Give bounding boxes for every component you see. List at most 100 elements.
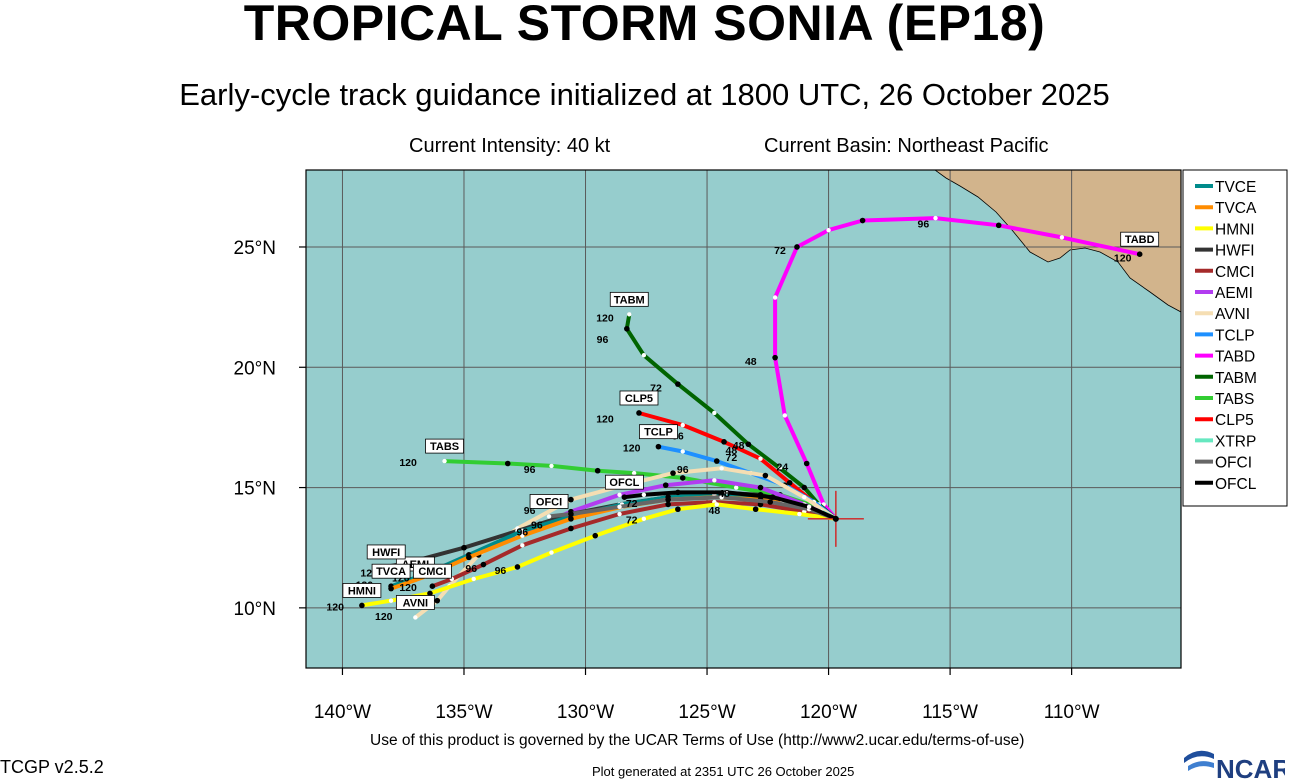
forecast-hour-label: 120 [596, 414, 614, 426]
track-point [767, 499, 774, 505]
track-labels-hmni: 48 72 96 120 HMNI [326, 505, 720, 613]
forecast-hour-label: 120 [399, 582, 417, 594]
track-point [1059, 235, 1065, 240]
track-point [1136, 251, 1143, 258]
track-line [624, 312, 838, 521]
track-end-tag-box [366, 544, 406, 560]
track-line [547, 495, 838, 521]
track-end-tag: AVNI [403, 597, 428, 609]
plot-generated-label: Plot generated at 2351 UTC 26 October 20… [592, 764, 855, 779]
track-point [434, 597, 441, 604]
legend-label: TABD [1215, 349, 1255, 366]
track-point [769, 494, 776, 500]
track-end-tag: OFCL [609, 477, 639, 489]
forecast-hour-label: 24 [777, 462, 789, 474]
legend-label: HMNI [1215, 221, 1255, 238]
forecast-hour-label: 96 [677, 464, 689, 476]
legend-item-cmci: CMCI [1195, 264, 1255, 281]
forecast-hour-label: 72 [726, 452, 738, 464]
forecast-hour-label: 48 [708, 505, 720, 517]
track-point [675, 506, 681, 513]
legend-label: CLP5 [1215, 412, 1254, 429]
track-end-tag-box [371, 563, 411, 579]
track-point [568, 511, 574, 517]
track-point [679, 475, 686, 481]
track-point [786, 479, 793, 486]
legend-item-xtrp: XTRP [1195, 433, 1256, 450]
lon-tick-label: 115°W [922, 702, 978, 723]
forecast-hour-label: 120 [596, 313, 614, 325]
legend-item-tvca: TVCA [1195, 200, 1257, 217]
legend-label: OFCI [1215, 455, 1252, 472]
forecast-hour-label: 48 [745, 356, 757, 368]
track-point [721, 439, 727, 445]
legend-label: HWFI [1215, 243, 1255, 260]
track-end-tag: TCLP [644, 427, 673, 439]
forecast-hour-label: 96 [524, 505, 536, 517]
track-point [713, 458, 720, 464]
track-point [631, 470, 637, 476]
track-end-tag: TVCA [376, 566, 406, 578]
track-tabm [624, 312, 838, 521]
forecast-hour-label: 120 [375, 611, 393, 623]
legend-item-tclp: TCLP [1195, 327, 1255, 344]
forecast-hour-label: 96 [516, 527, 528, 539]
legend-label: TVCE [1215, 179, 1256, 196]
track-point [624, 325, 630, 332]
track-point [680, 449, 685, 454]
lat-tick-label: 20°N [234, 358, 276, 379]
track-point [549, 463, 554, 469]
track-end-tag-box [342, 583, 382, 598]
track-point [797, 511, 802, 517]
track-tabd [772, 215, 1143, 521]
track-point [777, 466, 783, 471]
legend-label: TABS [1215, 391, 1254, 408]
legend-label: TABM [1215, 370, 1257, 387]
track-point [568, 525, 574, 532]
map-subtitle: Early-cycle track guidance initialized a… [179, 77, 1110, 112]
forecast-hour-label: 120 [326, 601, 344, 613]
track-point [627, 312, 632, 317]
forecast-hour-label: 120 [1114, 252, 1132, 264]
track-point [636, 410, 642, 416]
track-point [665, 501, 671, 508]
track-point [617, 511, 622, 517]
ncar-logo-text: NCAR [1216, 754, 1285, 780]
track-point [461, 544, 467, 551]
legend-item-tvce: TVCE [1195, 179, 1256, 196]
legend-item-tabd: TABD [1195, 349, 1255, 366]
track-end-tag: TABS [430, 441, 459, 453]
lat-tick-label: 25°N [234, 238, 276, 259]
track-point [655, 443, 662, 450]
track-labels-ofcl: 48 72 OFCL [605, 474, 730, 510]
position-dot [832, 515, 839, 522]
track-point [762, 472, 769, 479]
plot-frame [305, 169, 1182, 669]
track-end-tag: CLP5 [625, 393, 653, 405]
legend-item-aemi: AEMI [1195, 285, 1253, 302]
track-end-tag-box [412, 563, 452, 579]
track-point [826, 227, 831, 233]
track-end-tag-box [529, 494, 569, 509]
terms-of-use-text: Use of this product is governed by the U… [370, 732, 1025, 749]
track-end-tag-box [605, 474, 644, 490]
legend-label: AEMI [1215, 285, 1253, 302]
track-point [712, 478, 717, 483]
track-end-tag-box [609, 291, 649, 307]
track-point [933, 215, 938, 221]
forecast-hour-label: 48 [718, 488, 730, 500]
legend-item-ofcl: OFCL [1195, 476, 1257, 493]
track-point [621, 494, 628, 500]
track-end-tag: TABD [1125, 234, 1155, 246]
lon-tick-label: 110°W [1044, 702, 1100, 723]
forecast-hour-label: 72 [774, 245, 786, 257]
track-point [617, 504, 622, 510]
track-ofcl [621, 489, 838, 521]
forecast-hour-label: 96 [524, 464, 536, 476]
track-point [719, 466, 724, 471]
baja-california-land [934, 170, 1181, 313]
legend-item-tabs: TABS [1195, 391, 1254, 408]
forecast-hour-label: 120 [399, 457, 417, 469]
forecast-hour-label: 96 [465, 563, 477, 575]
